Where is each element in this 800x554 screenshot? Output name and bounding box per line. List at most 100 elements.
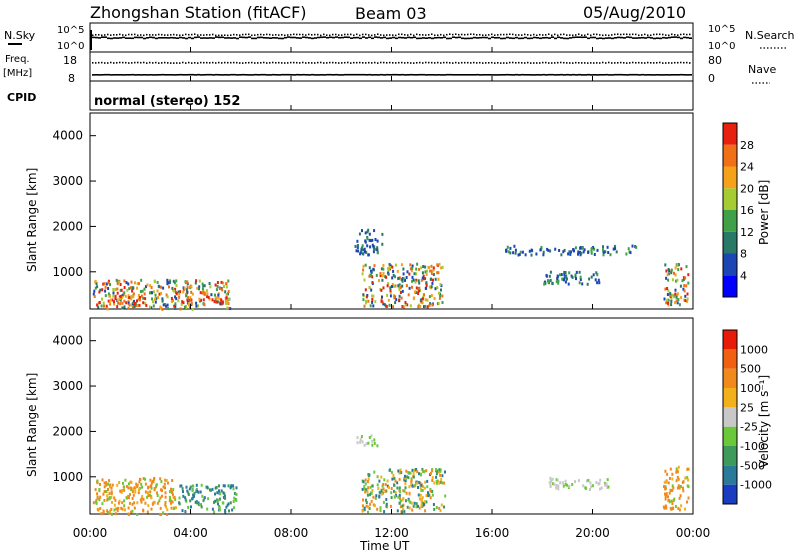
scatter-cell: [684, 294, 687, 298]
scatter-cell: [677, 477, 680, 481]
scatter-cell: [438, 262, 441, 266]
scatter-cell: [218, 484, 220, 488]
nsky-trace: [167, 37, 170, 39]
nsky-trace: [539, 37, 542, 40]
scatter-cell: [155, 485, 157, 489]
scatter-cell: [670, 507, 673, 511]
scatter-cell: [370, 239, 373, 243]
nsky-trace: [659, 37, 662, 40]
ytick-label: 2000: [52, 424, 83, 438]
nave-trace: [428, 74, 431, 76]
nsky-trace: [572, 36, 575, 39]
scatter-cell: [417, 504, 420, 508]
nave-trace: [353, 73, 356, 76]
scatter-cell: [211, 298, 214, 302]
scatter-cell: [113, 300, 115, 304]
scatter-cell: [174, 295, 177, 299]
nave-trace: [173, 74, 176, 76]
scatter-cell: [361, 440, 364, 444]
scatter-cell: [123, 286, 126, 289]
scatter-cell: [225, 282, 228, 286]
scatter-cell: [390, 487, 393, 490]
scatter-cell: [183, 286, 186, 290]
scatter-cell: [574, 246, 577, 250]
scatter-cell: [664, 497, 667, 501]
scatter-cell: [194, 281, 197, 285]
xtick-label: 00:00: [73, 526, 108, 540]
scatter-cell: [171, 500, 174, 504]
nave-trace: [131, 73, 134, 76]
nave-trace: [650, 74, 653, 76]
freq-trace: [398, 61, 400, 64]
xtick-label: 12:00: [374, 526, 409, 540]
scatter-cell: [410, 479, 413, 483]
scatter-cell: [378, 479, 381, 483]
nave-trace: [251, 74, 254, 76]
scatter-cell: [371, 300, 374, 304]
freq-trace: [404, 62, 406, 64]
scatter-cell: [677, 506, 680, 510]
scatter-cell: [130, 280, 133, 284]
scatter-cell: [604, 250, 607, 254]
scatter-cell: [107, 287, 110, 290]
nsky-trace: [683, 36, 686, 39]
nave-trace: [332, 74, 335, 76]
scatter-cell: [190, 301, 193, 305]
nsky-trace: [512, 37, 515, 40]
scatter-cell: [382, 487, 385, 491]
ytick-label: 1000: [52, 470, 83, 484]
scatter-cell: [103, 499, 106, 502]
scatter-cell: [418, 289, 421, 293]
scatter-cell: [182, 494, 185, 498]
scatter-cell: [423, 486, 426, 490]
nsky-trace: [605, 37, 608, 39]
scatter-cell: [560, 273, 563, 277]
scatter-cell: [224, 496, 227, 500]
scatter-cell: [509, 246, 512, 250]
scatter-cell: [394, 491, 397, 494]
scatter-cell: [375, 273, 378, 277]
scatter-cell: [226, 306, 229, 310]
scatter-cell: [560, 253, 563, 257]
scatter-cell: [665, 493, 668, 497]
nsky-trace: [122, 36, 125, 39]
scatter-cell: [104, 294, 107, 298]
scatter-cell: [391, 283, 394, 286]
nave-trace: [383, 74, 386, 76]
scatter-cell: [127, 486, 130, 490]
scatter-cell: [593, 247, 596, 251]
scatter-cell: [201, 494, 204, 498]
scatter-cell: [612, 247, 615, 251]
nsky-trace: [587, 37, 590, 40]
scatter-cell: [163, 482, 166, 486]
nsearch-trace: [308, 33, 310, 36]
scatter-cell: [410, 269, 413, 273]
scatter-cell: [102, 282, 105, 286]
scatter-cell: [107, 482, 110, 486]
scatter-cell: [579, 275, 582, 279]
scatter-cell: [443, 505, 445, 509]
scatter-cell: [431, 303, 434, 307]
nsky-trace: [197, 36, 200, 38]
scatter-cell: [567, 282, 570, 286]
scatter-cell: [681, 279, 684, 283]
nave-trace: [404, 74, 407, 76]
nsearch-trace: [686, 33, 688, 36]
nsky-trace: [155, 37, 158, 40]
scatter-cell: [417, 486, 419, 489]
freq-trace: [686, 61, 688, 64]
colorbar-segment: [723, 426, 737, 446]
nsearch-trace: [494, 34, 496, 36]
scatter-cell: [543, 282, 546, 286]
colorbar-tick-label: -1000: [740, 479, 772, 492]
scatter-cell: [562, 484, 565, 488]
scatter-cell: [191, 489, 194, 492]
nave-trace: [377, 74, 380, 76]
scatter-cell: [370, 288, 373, 292]
scatter-cell: [417, 493, 420, 497]
scatter-cell: [167, 281, 170, 285]
nave-trace: [473, 74, 476, 76]
freq-trace: [440, 62, 442, 64]
scatter-cell: [372, 495, 375, 499]
nave-trace: [593, 74, 596, 76]
